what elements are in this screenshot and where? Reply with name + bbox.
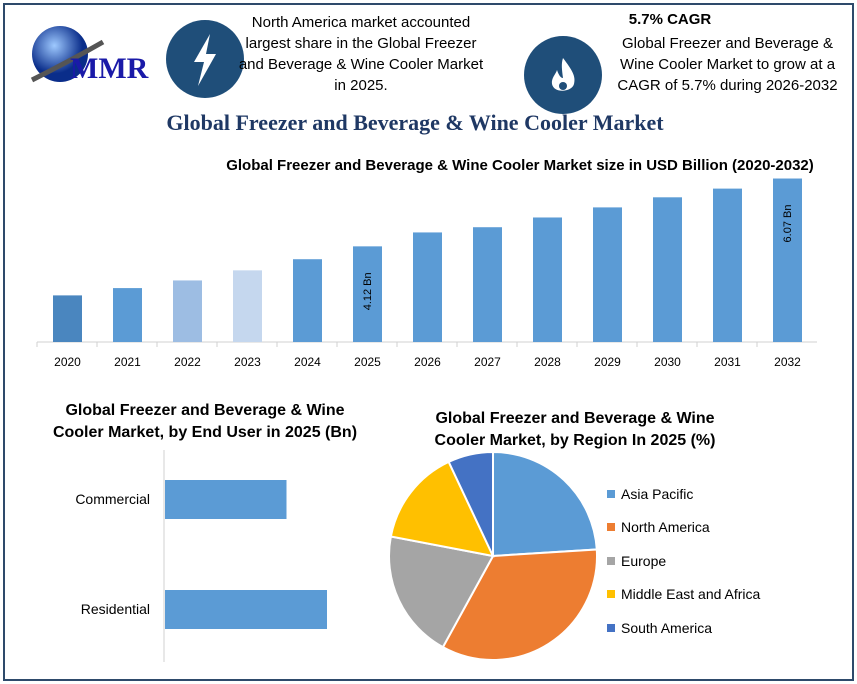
bar-residential (165, 590, 327, 629)
legend-item: North America (607, 511, 760, 545)
pie-slice-asia-pacific (492, 450, 598, 558)
region-chart-title: Global Freezer and Beverage & Wine Coole… (434, 410, 716, 449)
bar-2026 (413, 232, 442, 342)
legend-item: Asia Pacific (607, 477, 760, 511)
legend-label: Europe (621, 552, 667, 569)
x-tick-label: 2024 (294, 355, 321, 369)
bar-2029 (593, 207, 622, 342)
legend-label: South America (621, 619, 713, 636)
data-label: 6.07 Bn (782, 205, 794, 243)
bar-2027 (473, 227, 502, 342)
legend-swatch (607, 623, 615, 632)
bar-2021 (113, 288, 142, 342)
bar-2030 (653, 197, 682, 342)
bar-2022 (173, 280, 202, 342)
x-tick-label: 2022 (174, 355, 201, 369)
category-label: Commercial (75, 491, 150, 507)
pie-slice-europe (388, 535, 495, 649)
highlight-text: North America market accounted largest s… (238, 14, 484, 94)
legend-item: South America (607, 611, 760, 645)
legend-swatch (607, 590, 615, 599)
data-label: 4.12 Bn (362, 272, 374, 310)
legend-swatch (607, 556, 615, 565)
globe-icon (30, 26, 105, 83)
bar-chart: 2020 2021 2022 2023 2024 2025 4.12 Bn 2026 2027 2… (36, 178, 817, 369)
bar-2020 (53, 295, 82, 342)
x-tick-label: 2025 (354, 355, 381, 369)
logo: MMR (28, 22, 158, 92)
x-tick-label: 2026 (414, 355, 441, 369)
bar-2031 (713, 188, 742, 342)
cagr-heading: 5.7% CAGR (628, 11, 712, 28)
pie-legend: Asia Pacific North America Europe Middle Ea… (607, 477, 760, 645)
end-user-chart-title: Global Freezer and Beverage & Wine Coole… (52, 402, 358, 441)
bar-2025 (353, 246, 382, 342)
x-tick-label: 2030 (654, 355, 681, 369)
page-title: Global Freezer and Beverage & Wine Coole… (166, 110, 664, 135)
pie-slice-middle-east-and-africa (389, 460, 495, 558)
legend-label: Middle East and Africa (621, 586, 761, 603)
x-tick-label: 2029 (594, 355, 621, 369)
pie-slice-south-america (447, 450, 494, 557)
bar-2032 (773, 178, 802, 342)
bar-2023 (233, 270, 262, 342)
frame-border (3, 3, 854, 681)
cagr-text: Global Freezer and Beverage & Wine Coole… (617, 35, 838, 94)
x-tick-label: 2027 (474, 355, 501, 369)
lightning-icon (166, 20, 244, 98)
legend-label: North America (621, 519, 710, 536)
logo-text: MMR (70, 52, 149, 85)
x-tick-label: 2028 (534, 355, 561, 369)
bar-2024 (293, 259, 322, 342)
x-tick-label: 2021 (114, 355, 141, 369)
bar-chart-title: Global Freezer and Beverage & Wine Coole… (226, 157, 814, 174)
end-user-chart: Commercial Residential (75, 450, 327, 662)
legend-item: Europe (607, 544, 760, 578)
category-label: Residential (81, 601, 150, 617)
legend-swatch (607, 523, 615, 532)
bar-commercial (165, 480, 287, 519)
x-tick-label: 2023 (234, 355, 261, 369)
legend-item: Middle East and Africa (607, 578, 760, 612)
legend-swatch (607, 489, 615, 498)
legend-label: Asia Pacific (621, 485, 694, 502)
flame-icon (524, 36, 602, 114)
x-tick-label: 2032 (774, 355, 801, 369)
x-tick-label: 2031 (714, 355, 741, 369)
bar-2028 (533, 217, 562, 342)
x-tick-label: 2020 (54, 355, 81, 369)
region-pie-chart (388, 450, 598, 661)
